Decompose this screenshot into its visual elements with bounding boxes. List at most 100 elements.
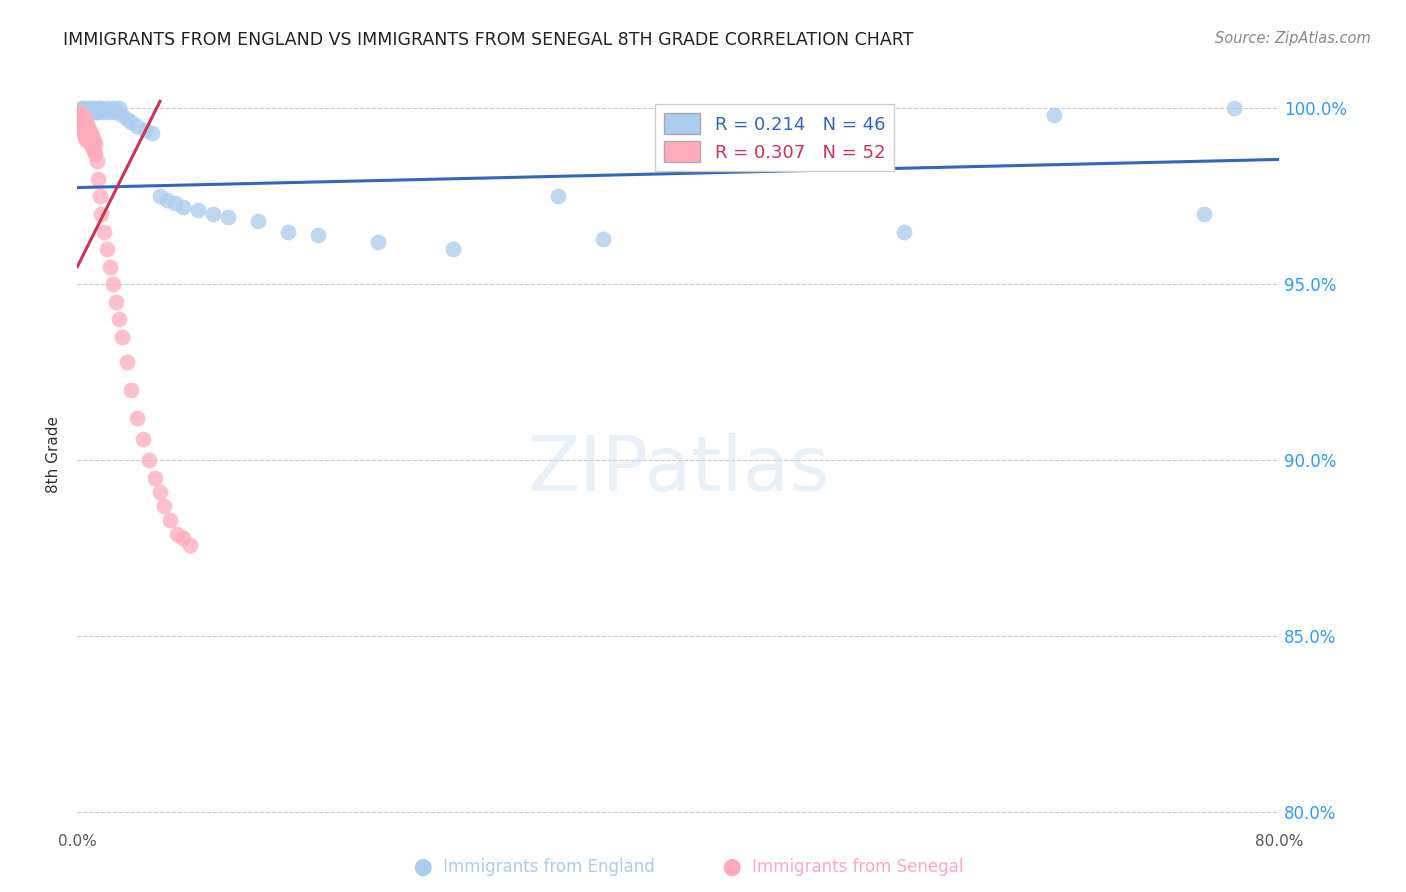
Text: Source: ZipAtlas.com: Source: ZipAtlas.com <box>1215 31 1371 46</box>
Point <box>547 189 569 203</box>
Point <box>76 102 98 116</box>
Point <box>132 432 155 446</box>
Point <box>127 411 149 425</box>
Point <box>82 140 104 154</box>
Point <box>73 122 96 136</box>
Point <box>120 383 142 397</box>
Point <box>172 531 194 545</box>
Point <box>592 231 614 245</box>
Point <box>69 119 91 133</box>
Point <box>127 119 149 133</box>
Point <box>83 104 105 119</box>
Point <box>217 211 239 225</box>
Point <box>893 225 915 239</box>
Point <box>159 513 181 527</box>
Point <box>108 102 131 116</box>
Y-axis label: 8th Grade: 8th Grade <box>46 417 62 493</box>
Point <box>100 260 122 274</box>
Point <box>76 129 98 144</box>
Point <box>87 171 110 186</box>
Point <box>153 499 176 513</box>
Point <box>96 102 118 116</box>
Point <box>75 133 97 147</box>
Point <box>73 129 96 144</box>
Point <box>105 294 128 309</box>
Point <box>149 484 172 499</box>
Point <box>1194 207 1216 221</box>
Point <box>72 126 94 140</box>
Point <box>72 102 94 116</box>
Point <box>96 242 118 256</box>
Point <box>145 471 167 485</box>
Point <box>84 102 107 116</box>
Point <box>75 126 97 140</box>
Point <box>82 104 104 119</box>
Point <box>90 207 112 221</box>
Point <box>87 104 110 119</box>
Point <box>115 354 138 368</box>
Point <box>115 112 138 126</box>
Point <box>166 527 188 541</box>
Point <box>69 104 91 119</box>
Point <box>100 104 122 119</box>
Point <box>84 136 107 151</box>
Point <box>86 104 108 119</box>
Point <box>179 538 201 552</box>
Point <box>70 108 93 122</box>
Text: ⬤  Immigrants from Senegal: ⬤ Immigrants from Senegal <box>724 858 963 876</box>
Point <box>120 115 142 129</box>
Point <box>72 112 94 126</box>
Point <box>70 102 93 116</box>
Point <box>134 122 156 136</box>
Point <box>69 112 91 126</box>
Point <box>93 104 115 119</box>
Point <box>80 136 103 151</box>
Point <box>89 189 111 203</box>
Point <box>84 147 107 161</box>
Point <box>108 312 131 326</box>
Point <box>75 104 97 119</box>
Point <box>67 112 90 126</box>
Point <box>73 112 96 126</box>
Point <box>67 108 90 122</box>
Point <box>103 102 125 116</box>
Legend: R = 0.214   N = 46, R = 0.307   N = 52: R = 0.214 N = 46, R = 0.307 N = 52 <box>655 104 894 171</box>
Point <box>69 104 91 119</box>
Point <box>93 225 115 239</box>
Point <box>80 126 103 140</box>
Point <box>90 102 112 116</box>
Point <box>201 207 224 221</box>
Point <box>1223 102 1246 116</box>
Point <box>1043 108 1066 122</box>
Text: IMMIGRANTS FROM ENGLAND VS IMMIGRANTS FROM SENEGAL 8TH GRADE CORRELATION CHART: IMMIGRANTS FROM ENGLAND VS IMMIGRANTS FR… <box>63 31 914 49</box>
Point <box>70 122 93 136</box>
Point <box>163 196 186 211</box>
Point <box>80 102 103 116</box>
Point <box>246 214 269 228</box>
Point <box>441 242 464 256</box>
Point <box>111 330 134 344</box>
Point <box>172 200 194 214</box>
Point <box>82 129 104 144</box>
Point <box>367 235 389 249</box>
Point <box>138 453 160 467</box>
Point <box>89 102 111 116</box>
Point <box>79 133 101 147</box>
Point <box>79 104 101 119</box>
Point <box>67 104 90 119</box>
Point <box>70 115 93 129</box>
Text: ⬤  Immigrants from England: ⬤ Immigrants from England <box>413 858 655 876</box>
Point <box>79 122 101 136</box>
Point <box>73 104 96 119</box>
Point <box>111 108 134 122</box>
Point <box>149 189 172 203</box>
Point <box>83 144 105 158</box>
Point <box>186 203 209 218</box>
Point <box>83 133 105 147</box>
Point <box>105 104 128 119</box>
Point <box>75 115 97 129</box>
Point <box>86 154 108 169</box>
Point <box>156 193 179 207</box>
Point <box>76 119 98 133</box>
Point <box>307 228 329 243</box>
